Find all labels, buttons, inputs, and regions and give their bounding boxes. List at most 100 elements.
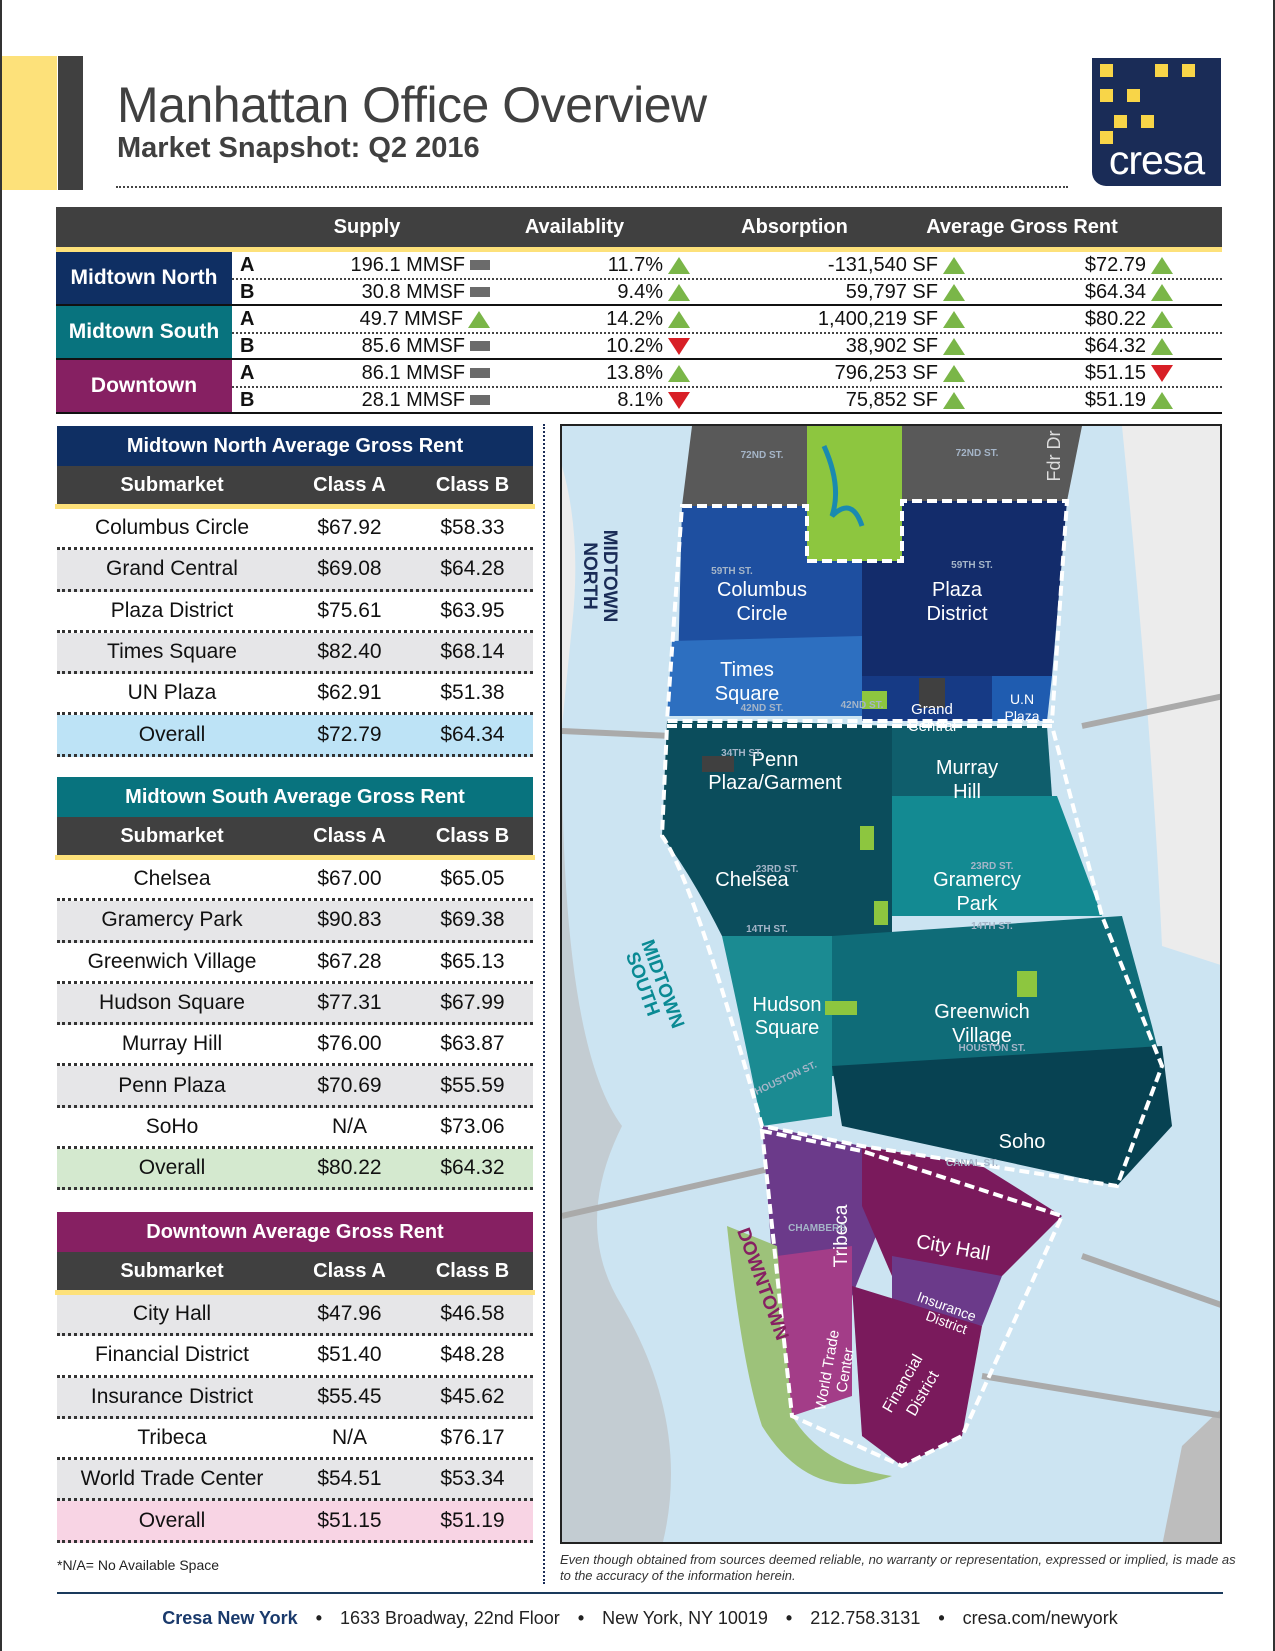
- class-b-rent: $73.06: [440, 1114, 505, 1138]
- separator-bullet: •: [315, 1608, 322, 1628]
- up-arrow-icon: [668, 310, 690, 328]
- class-a-rent: $54.51: [317, 1467, 382, 1491]
- up-arrow-icon: [1151, 283, 1173, 301]
- table-row: Gramercy Park $90.83 $69.38: [57, 901, 533, 943]
- absorption-value: 1,400,219 SF: [817, 307, 938, 330]
- svg-text:Hill: Hill: [953, 781, 981, 803]
- overall-row: Overall $72.79 $64.34: [57, 715, 533, 757]
- submarket-name: Hudson Square: [99, 991, 245, 1015]
- submarket-name: City Hall: [132, 1302, 212, 1326]
- svg-text:Fdr Dr: Fdr Dr: [1044, 431, 1064, 482]
- table-title: Midtown North Average Gross Rent: [57, 426, 533, 466]
- footer-website[interactable]: cresa.com/newyork: [962, 1608, 1118, 1628]
- up-arrow-icon: [1151, 337, 1173, 355]
- class-a-rent: $62.91: [317, 681, 382, 705]
- class-a-rent: $51.15: [317, 1508, 382, 1532]
- table-header-row: Submarket Class A Class B: [57, 817, 533, 855]
- table-title: Midtown South Average Gross Rent: [57, 777, 533, 817]
- down-arrow-icon: [1151, 364, 1173, 382]
- up-arrow-icon: [943, 310, 965, 328]
- class-label: B: [240, 280, 255, 303]
- class-b-rent: $51.19: [440, 1508, 505, 1532]
- submarket-name: SoHo: [145, 1114, 199, 1138]
- class-label: A: [240, 253, 255, 276]
- summary-row: A 196.1 MMSF 11.7% -131,540 SF $72.79: [232, 252, 1222, 278]
- class-a-rent: $80.22: [317, 1156, 382, 1180]
- submarket-name: Penn Plaza: [118, 1073, 226, 1097]
- page-title: Manhattan Office Overview: [117, 77, 707, 133]
- column-header-availability: Availablity: [524, 215, 625, 238]
- supply-value: 85.6 MMSF: [361, 334, 465, 357]
- summary-group-midtown-south: Midtown South A 49.7 MMSF 14.2% 1,400,21…: [56, 306, 1222, 360]
- absorption-value: 38,902 SF: [845, 334, 938, 357]
- column-divider: [543, 424, 545, 1584]
- summary-row: B 85.6 MMSF 10.2% 38,902 SF $64.32: [232, 332, 1222, 358]
- summary-group-midtown-north: Midtown North A 196.1 MMSF 11.7% -131,54…: [56, 252, 1222, 306]
- title-divider: [116, 186, 1068, 188]
- availability-value: 10.2%: [606, 334, 663, 357]
- overall-row: Overall $80.22 $64.32: [57, 1149, 533, 1191]
- class-b-rent: $64.32: [440, 1156, 505, 1180]
- class-a-rent: $76.00: [317, 1032, 382, 1056]
- cresa-logo: cresa: [1092, 58, 1221, 186]
- class-a-rent: $55.45: [317, 1384, 382, 1408]
- class-b-rent: $69.38: [440, 908, 505, 932]
- summary-row: B 28.1 MMSF 8.1% 75,852 SF $51.19: [232, 386, 1222, 412]
- rent-value: $80.22: [1084, 307, 1146, 330]
- table-title: Downtown Average Gross Rent: [57, 1212, 533, 1252]
- up-arrow-icon: [1151, 391, 1173, 409]
- supply-value: 28.1 MMSF: [361, 388, 465, 411]
- svg-text:Soho: Soho: [999, 1131, 1046, 1153]
- submarket-name: World Trade Center: [80, 1467, 264, 1491]
- class-a-rent: $47.96: [317, 1302, 382, 1326]
- summary-row: A 86.1 MMSF 13.8% 796,253 SF $51.15: [232, 360, 1222, 386]
- table-row: Grand Central $69.08 $64.28: [57, 550, 533, 592]
- svg-text:Square: Square: [755, 1017, 820, 1039]
- class-b-rent: $63.95: [440, 598, 505, 622]
- summary-header-row: Supply Availablity Absorption Average Gr…: [56, 207, 1222, 247]
- table-row: SoHo N/A $73.06: [57, 1108, 533, 1150]
- group-label-midtown-south: Midtown South: [56, 306, 232, 358]
- table-row: Murray Hill $76.00 $63.87: [57, 1025, 533, 1067]
- table-header-row: Submarket Class A Class B: [57, 466, 533, 504]
- logo-text: cresa: [1108, 137, 1205, 183]
- up-arrow-icon: [668, 256, 690, 274]
- svg-text:CHAMBERS: CHAMBERS: [788, 1223, 846, 1234]
- svg-text:Plaza: Plaza: [1004, 708, 1039, 724]
- svg-text:42ND ST.: 42ND ST.: [841, 700, 884, 711]
- class-a-rent: $67.92: [317, 516, 382, 540]
- svg-text:Square: Square: [715, 683, 780, 705]
- availability-value: 8.1%: [617, 388, 663, 411]
- svg-text:NORTH: NORTH: [579, 542, 600, 610]
- class-a-rent: N/A: [331, 1426, 367, 1450]
- table-row: Insurance District $55.45 $45.62: [57, 1377, 533, 1419]
- table-row: Columbus Circle $67.92 $58.33: [57, 509, 533, 551]
- svg-text:Penn: Penn: [752, 749, 799, 771]
- class-b-rent: $65.13: [440, 949, 505, 973]
- submarket-name: Grand Central: [106, 557, 238, 581]
- footer-city: New York, NY 10019: [602, 1608, 768, 1628]
- up-arrow-icon: [943, 391, 965, 409]
- svg-text:U.N: U.N: [1010, 691, 1034, 707]
- header-class-a: Class A: [313, 1259, 386, 1282]
- rent-value: $64.32: [1084, 334, 1146, 357]
- svg-text:CANAL ST.: CANAL ST.: [946, 1158, 998, 1169]
- submarket-name: Plaza District: [110, 598, 234, 622]
- supply-value: 196.1 MMSF: [350, 253, 465, 276]
- class-label: B: [240, 334, 255, 357]
- footer-phone: 212.758.3131: [810, 1608, 921, 1628]
- up-arrow-icon: [943, 364, 965, 382]
- availability-value: 14.2%: [606, 307, 663, 330]
- svg-text:Plaza/Garment: Plaza/Garment: [708, 772, 842, 794]
- svg-text:Central: Central: [908, 718, 956, 735]
- market-summary-table: Supply Availablity Absorption Average Gr…: [56, 207, 1222, 414]
- flat-trend-icon: [470, 368, 490, 378]
- class-a-rent: $82.40: [317, 640, 382, 664]
- footer-address: 1633 Broadway, 22nd Floor: [340, 1608, 560, 1628]
- footer-company: Cresa New York: [162, 1608, 298, 1628]
- submarket-name: Insurance District: [90, 1384, 254, 1408]
- submarket-name: Murray Hill: [121, 1032, 223, 1056]
- class-a-rent: $69.08: [317, 557, 382, 581]
- rent-value: $51.15: [1084, 361, 1146, 384]
- header-class-a: Class A: [313, 824, 386, 847]
